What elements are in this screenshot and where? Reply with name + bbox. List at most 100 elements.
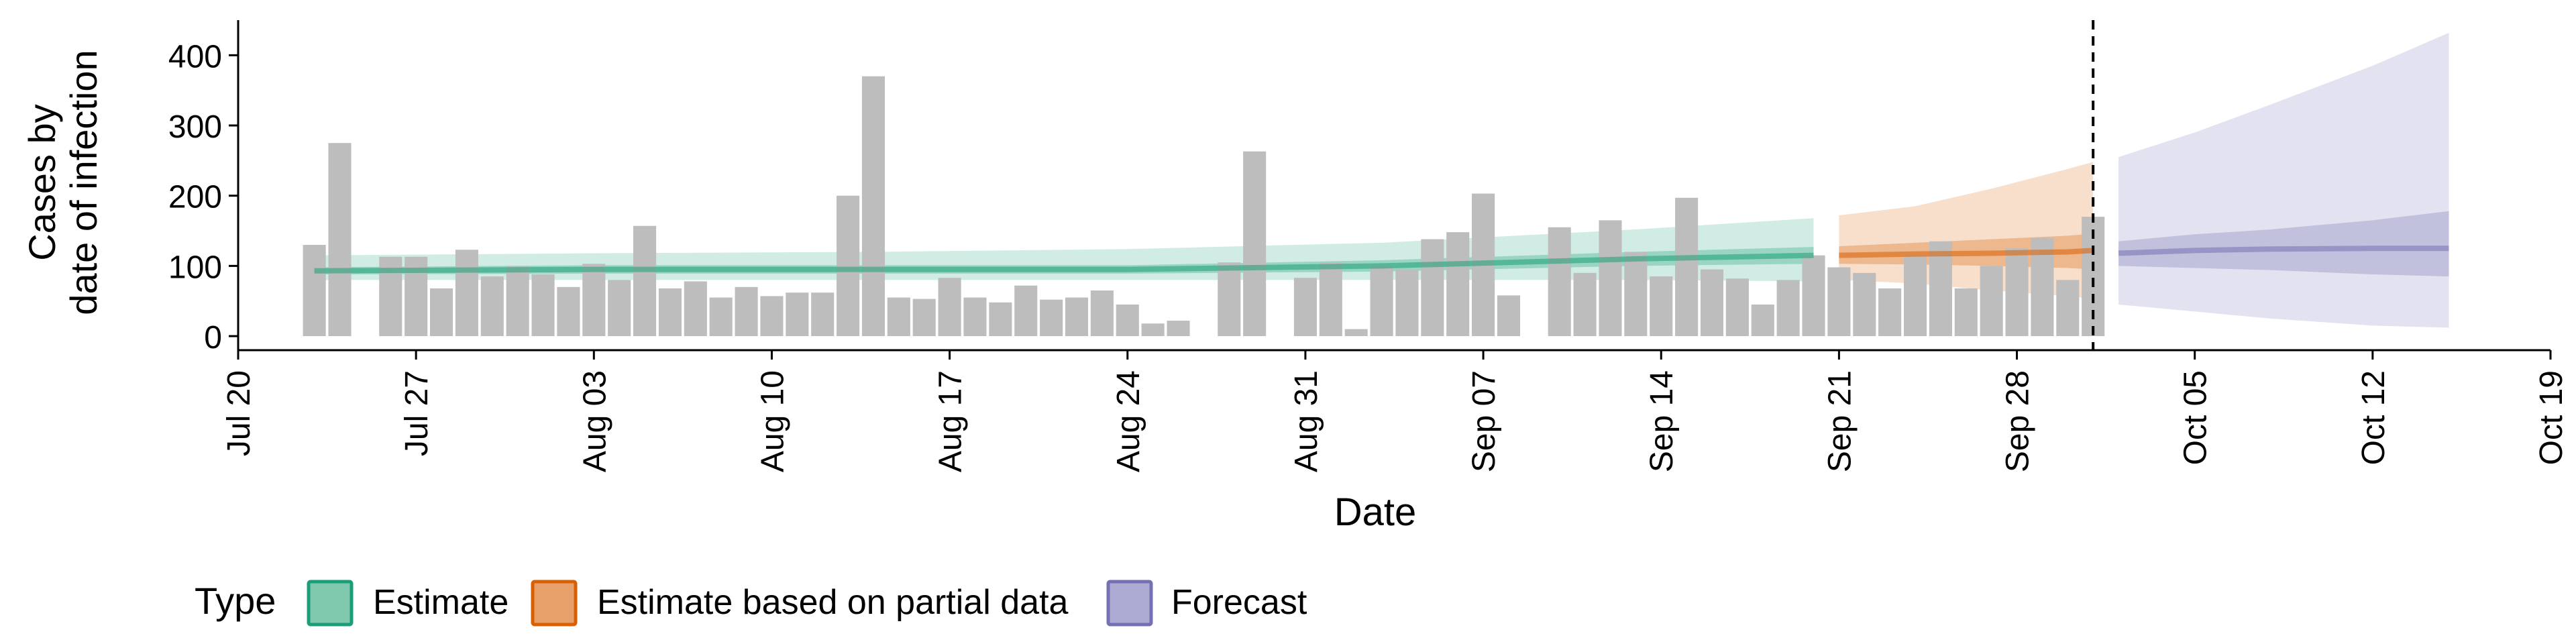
forecast-band-90: [2118, 32, 2449, 328]
x-tick-label-2020-08-31: Aug 31: [1289, 370, 1324, 472]
bar-2020-09-30: [2056, 280, 2080, 337]
y-tick-label-0: 0: [204, 320, 222, 356]
bar-2020-08-18: [963, 297, 987, 337]
forecast-band-50: [2118, 211, 2449, 277]
bar-2020-08-05: [633, 225, 657, 337]
bar-2020-08-17: [938, 278, 961, 337]
bar-2020-08-24: [1116, 304, 1139, 337]
legend-title: Type: [195, 580, 276, 622]
bar-2020-08-04: [608, 280, 631, 337]
bar-2020-09-13: [1624, 252, 1648, 337]
bar-2020-09-25: [1929, 241, 1952, 337]
bar-2020-09-26: [1954, 288, 1978, 337]
forecast-median-line: [2118, 246, 2449, 256]
bar-2020-09-22: [1853, 272, 1876, 337]
bar-2020-08-22: [1065, 297, 1089, 337]
bar-2020-07-23: [303, 244, 326, 337]
y-tick-label-100: 100: [168, 250, 222, 285]
legend-swatch-forecast: [1106, 580, 1153, 627]
bar-2020-09-23: [1878, 288, 1902, 337]
y-tick-label-400: 400: [168, 39, 222, 74]
x-tick-label-2020-08-17: Aug 17: [933, 370, 969, 472]
x-tick-label-2020-09-28: Sep 28: [2000, 370, 2036, 472]
legend-swatch-partial-estimate: [531, 580, 578, 627]
bar-2020-08-02: [557, 286, 580, 337]
y-tick-label-200: 200: [168, 180, 222, 215]
bar-2020-09-14: [1650, 276, 1673, 337]
bar-2020-08-14: [861, 76, 885, 337]
bar-2020-08-15: [887, 297, 910, 337]
bar-2020-09-06: [1446, 232, 1470, 337]
x-tick-label-2020-10-05: Oct 05: [2178, 370, 2214, 465]
bar-2020-08-31: [1293, 278, 1317, 337]
x-tick-label-2020-10-12: Oct 12: [2356, 370, 2392, 465]
bar-2020-08-21: [1040, 299, 1063, 337]
x-tick-label-2020-09-14: Sep 14: [1644, 370, 1680, 472]
bar-2020-09-12: [1599, 220, 1622, 337]
bar-2020-08-26: [1167, 321, 1190, 337]
estimate-median-line: [314, 252, 1814, 274]
bar-2020-08-03: [582, 264, 606, 337]
legend-label-forecast: Forecast: [1171, 583, 1307, 622]
bar-2020-08-25: [1141, 323, 1165, 337]
bar-2020-09-19: [1776, 280, 1800, 337]
bar-2020-08-10: [760, 296, 784, 337]
x-axis-ticks: Jul 20 Jul 27 Aug 03 Aug 10 Aug 17 Aug 24 Aug …: [221, 350, 2569, 472]
estimate-based-on-partial-data-median-line: [1839, 248, 2094, 258]
bar-2020-09-27: [1980, 266, 2003, 337]
x-axis-label: Date: [1334, 490, 1417, 534]
bar-2020-08-16: [912, 299, 936, 337]
bar-2020-08-07: [684, 281, 707, 337]
bar-2020-08-09: [735, 286, 758, 337]
bar-2020-08-11: [786, 292, 809, 337]
x-tick-label-2020-09-07: Sep 07: [1466, 370, 1502, 472]
x-tick-label-2020-10-19: Oct 19: [2534, 370, 2569, 465]
y-axis-label-line-1: Cases by: [21, 104, 63, 260]
bar-2020-09-28: [2005, 248, 2029, 337]
x-tick-label-2020-08-24: Aug 24: [1111, 370, 1146, 472]
x-tick-label-2020-08-03: Aug 03: [577, 370, 612, 472]
bar-2020-09-05: [1421, 239, 1444, 337]
legend: Type Estimate Estimate based on partial …: [195, 580, 1307, 627]
bar-2020-09-10: [1548, 227, 1571, 337]
bar-2020-09-04: [1395, 269, 1419, 337]
bar-2020-09-17: [1725, 278, 1749, 337]
bar-2020-07-24: [328, 143, 352, 337]
bar-2020-08-20: [1014, 285, 1038, 337]
legend-label-estimate: Estimate: [373, 583, 508, 622]
y-tick-label-300: 300: [168, 109, 222, 145]
case-bars: [303, 76, 2105, 337]
y-axis-ticks: 0 100 200 300 400: [168, 39, 238, 356]
bar-2020-09-11: [1573, 272, 1597, 337]
estimate-based-on-partial-data-band-90: [1839, 162, 2094, 299]
bar-2020-08-13: [837, 195, 860, 337]
bar-2020-08-12: [811, 292, 835, 337]
bar-2020-08-29: [1243, 151, 1267, 337]
bar-2020-09-16: [1700, 269, 1724, 337]
bar-2020-08-19: [989, 302, 1012, 337]
bar-2020-07-30: [480, 276, 504, 337]
bar-2020-07-28: [429, 288, 453, 337]
bar-2020-08-28: [1218, 262, 1241, 337]
bar-2020-08-23: [1090, 290, 1114, 337]
y-axis-label-line-2: date of infection: [62, 50, 105, 315]
bar-2020-07-29: [455, 250, 478, 337]
bar-2020-08-01: [531, 274, 555, 337]
x-tick-label-2020-07-20: Jul 20: [221, 370, 257, 456]
bar-2020-09-08: [1497, 295, 1521, 337]
bar-2020-09-03: [1370, 266, 1393, 337]
bar-2020-08-08: [709, 297, 733, 337]
x-tick-label-2020-07-27: Jul 27: [399, 370, 435, 456]
legend-label-partial-estimate: Estimate based on partial data: [597, 583, 1069, 622]
bar-2020-09-01: [1319, 262, 1342, 337]
bar-2020-09-18: [1751, 304, 1774, 337]
median-lines: [314, 246, 2449, 274]
bar-2020-09-24: [1903, 255, 1927, 337]
legend-swatch-estimate: [307, 580, 354, 627]
bar-2020-07-31: [506, 266, 529, 337]
bar-2020-08-06: [658, 288, 682, 337]
x-tick-label-2020-09-21: Sep 21: [1822, 370, 1858, 472]
bar-2020-09-21: [1827, 267, 1851, 337]
bar-2020-09-15: [1675, 197, 1699, 337]
